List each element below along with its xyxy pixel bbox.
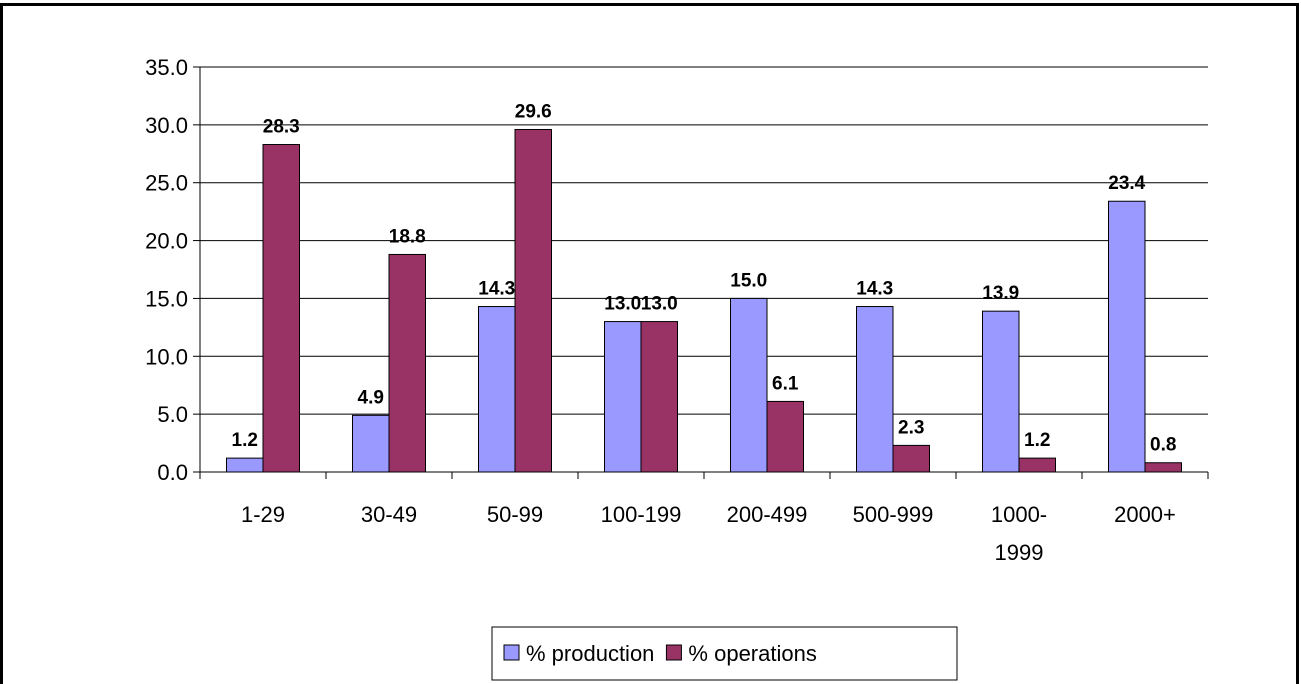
bar [514,128,552,473]
value-label: 4.9 [358,387,384,408]
bar [856,306,894,473]
value-label: 13.0 [604,294,641,315]
bar [604,321,642,473]
value-label: 13.0 [641,294,678,315]
bar [226,457,264,473]
y-tick-label: 35.0 [145,55,188,80]
bar [478,306,516,473]
x-tick-label: 30-49 [361,502,417,527]
y-tick-label: 25.0 [145,171,188,196]
legend-box [491,626,958,681]
bar [640,321,678,473]
value-label: 15.0 [730,270,767,291]
value-label: 23.4 [1108,173,1145,194]
bar [730,297,768,473]
y-tick-label: 20.0 [145,229,188,254]
x-tick-label: 100-199 [601,502,682,527]
y-tick-label: 30.0 [145,113,188,138]
legend-label: % operations [688,641,816,666]
value-label: 14.3 [478,279,515,300]
bar [352,414,390,473]
bar [892,444,930,473]
legend-swatch [665,644,682,661]
bar [982,310,1020,473]
y-tick-label: 10.0 [145,344,188,369]
bar [1144,462,1182,473]
value-label: 1.2 [232,430,258,451]
x-tick-label: 1-29 [241,502,285,527]
value-label: 18.8 [389,226,426,247]
bar [766,400,804,473]
value-label: 14.3 [856,279,893,300]
y-tick-label: 5.0 [157,402,188,427]
value-label: 0.8 [1150,435,1176,456]
x-tick-label: 2000+ [1114,502,1176,527]
value-label: 2.3 [898,417,924,438]
bar [1018,457,1056,473]
x-tick-label: 50-99 [487,502,543,527]
value-label: 6.1 [772,373,799,394]
bar [388,253,426,473]
bar [262,144,300,473]
value-label: 13.9 [982,283,1019,304]
legend-swatch [503,644,520,661]
value-label: 29.6 [515,101,552,122]
y-tick-label: 15.0 [145,286,188,311]
x-tick-label: 1000-1999 [991,502,1047,565]
bar [1108,200,1146,473]
x-tick-label: 500-999 [853,502,934,527]
frame [0,3,1299,684]
value-label: 28.3 [263,117,300,138]
x-tick-label: 200-499 [727,502,808,527]
value-label: 1.2 [1024,430,1050,451]
y-tick-label: 0.0 [157,460,188,485]
legend-label: % production [526,641,654,666]
